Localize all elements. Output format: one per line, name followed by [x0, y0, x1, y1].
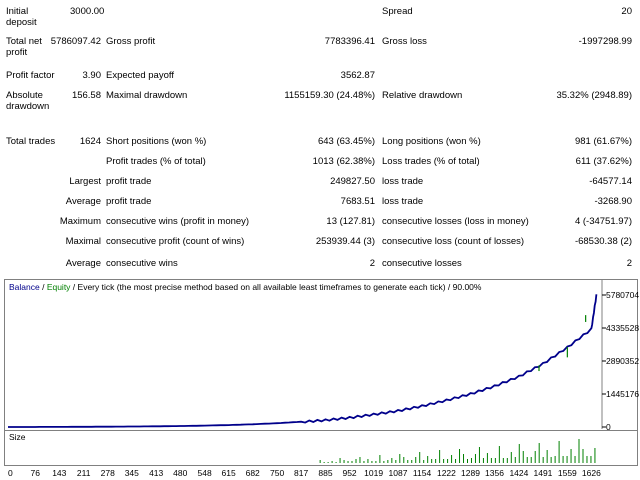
report-cell: 20 [621, 6, 632, 17]
report-cell: -68530.38 (2) [574, 236, 632, 247]
balance-line [8, 294, 598, 428]
report-cell: 253939.44 (3) [315, 236, 375, 247]
report-cell: Profit trades (% of total) [106, 156, 206, 167]
report-cell: 7783396.41 [324, 36, 375, 47]
report-cell: Long positions (won %) [382, 136, 481, 147]
report-cell: 35.32% (2948.89) [556, 90, 632, 101]
report-cell: 1624 [79, 136, 101, 147]
x-tick-label: 817 [294, 468, 308, 478]
x-tick-label: 211 [77, 468, 91, 478]
report-cell: 4 (-34751.97) [574, 216, 632, 227]
report-cell: 156.58 [71, 90, 101, 101]
report-cell: 7683.51 [340, 196, 375, 207]
report-cell: Maximal drawdown [106, 90, 188, 101]
report-cell: consecutive losses (loss in money) [382, 216, 529, 227]
report-cell: 1155159.30 (24.48%) [284, 90, 375, 101]
report-cell: 3562.87 [340, 70, 375, 81]
size-chart [4, 430, 638, 466]
chart-legend: Balance / Equity / Every tick (the most … [9, 282, 481, 292]
report-cell: Absolute drawdown [6, 90, 50, 112]
report-cell: 2 [369, 258, 375, 269]
report-cell: Gross profit [106, 36, 156, 47]
x-tick-label: 413 [149, 468, 163, 478]
report-cell: Maximal [65, 236, 101, 247]
y-tick-label: 1445176 [606, 389, 639, 399]
report-cell: 5786097.42 [50, 36, 101, 47]
y-tick-label: 4335528 [606, 323, 639, 333]
report-cell: -64577.14 [589, 176, 632, 187]
report-cell: consecutive losses [382, 258, 462, 269]
x-tick-label: 0 [8, 468, 13, 478]
x-tick-label: 1289 [461, 468, 480, 478]
x-tick-label: 1356 [485, 468, 504, 478]
x-tick-label: 952 [342, 468, 356, 478]
size-label: Size [9, 432, 26, 442]
legend-sep: / [39, 282, 47, 292]
report-cell: Maximum [59, 216, 101, 227]
x-tick-label: 76 [31, 468, 41, 478]
x-tick-label: 750 [270, 468, 284, 478]
report-cell: Total trades [6, 136, 56, 147]
report-cell: 249827.50 [330, 176, 375, 187]
x-tick-label: 1019 [364, 468, 383, 478]
report-cell: Total net profit [6, 36, 42, 58]
report-cell: consecutive profit (count of wins) [106, 236, 245, 247]
x-tick-label: 548 [198, 468, 212, 478]
balance-chart [4, 279, 638, 431]
x-tick-label: 1559 [558, 468, 577, 478]
legend-balance: Balance [9, 282, 40, 292]
report-cell: Spread [382, 6, 413, 17]
x-tick-label: 1222 [437, 468, 456, 478]
report-cell: 611 (37.62%) [575, 156, 632, 167]
x-tick-label: 1087 [389, 468, 408, 478]
x-tick-label: 1154 [413, 468, 432, 478]
report-cell: 13 (127.81) [326, 216, 375, 227]
report-cell: loss trade [382, 176, 424, 187]
x-tick-label: 345 [125, 468, 139, 478]
x-tick-label: 143 [52, 468, 66, 478]
x-tick-label: 1491 [533, 468, 552, 478]
report-cell: 3.90 [82, 70, 102, 81]
x-tick-label: 1626 [582, 468, 601, 478]
x-tick-label: 1424 [509, 468, 528, 478]
report-cell: consecutive wins [106, 258, 178, 269]
report-cell: -3268.90 [594, 196, 632, 207]
report-table: Initial deposit 3000.00 Spread 20 Total net … [6, 6, 632, 269]
report-cell: Largest [69, 176, 101, 187]
report-cell: profit trade [106, 176, 152, 187]
y-tick-label: 5780704 [606, 290, 639, 300]
report-cell: consecutive loss (count of losses) [382, 236, 525, 247]
report-cell: Expected payoff [106, 70, 174, 81]
legend-equity: Equity [46, 282, 71, 292]
report-cell: consecutive wins (profit in money) [106, 216, 250, 227]
y-tick-label: 0 [606, 422, 611, 432]
report-cell: 643 (63.45%) [317, 136, 375, 147]
report-cell: Average [65, 196, 101, 207]
report-cell: Average [65, 258, 101, 269]
report-cell: Loss trades (% of total) [382, 156, 480, 167]
report-cell: Short positions (won %) [106, 136, 207, 147]
y-tick-label: 2890352 [606, 356, 639, 366]
report-cell: 2 [626, 258, 632, 269]
legend-description: / Every tick (the most precise method ba… [70, 282, 482, 292]
report-cell: 3000.00 [70, 6, 105, 17]
report-cell: loss trade [382, 196, 424, 207]
x-tick-label: 278 [101, 468, 115, 478]
report-cell: Gross loss [382, 36, 427, 47]
x-tick-label: 682 [246, 468, 260, 478]
x-tick-label: 615 [222, 468, 236, 478]
report-cell: 981 (61.67%) [574, 136, 632, 147]
report-cell: Profit factor [6, 70, 55, 81]
report-cell: profit trade [106, 196, 152, 207]
report-cell: Initial deposit [6, 6, 37, 28]
report-cell: Relative drawdown [382, 90, 463, 101]
report-cell: 1013 (62.38%) [312, 156, 375, 167]
x-tick-label: 480 [173, 468, 187, 478]
x-tick-label: 885 [318, 468, 332, 478]
report-cell: -1997298.99 [578, 36, 632, 47]
